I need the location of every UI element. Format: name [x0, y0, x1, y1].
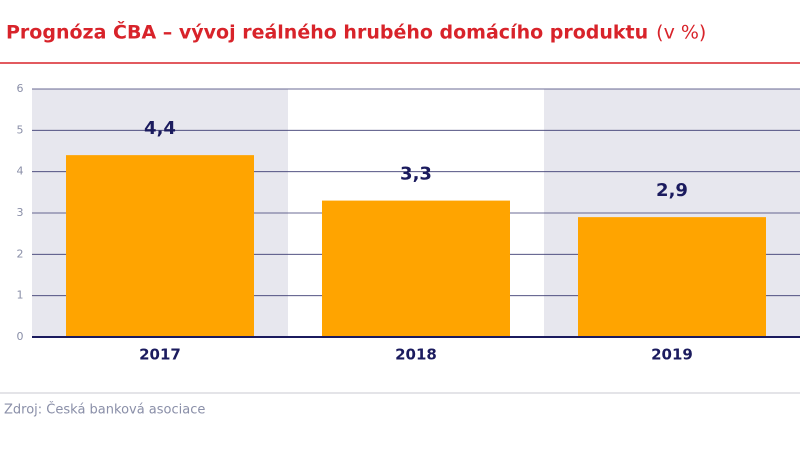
value-label: 3,3	[400, 164, 432, 185]
chart-title: Prognóza ČBA – vývoj reálného hrubého do…	[6, 20, 648, 44]
y-tick-label: 4	[17, 165, 24, 178]
x-tick-label: 2018	[395, 346, 437, 364]
value-label: 4,4	[144, 118, 176, 139]
source: Zdroj: Česká banková asociace	[4, 402, 205, 418]
value-label: 2,9	[656, 180, 688, 201]
y-tick-label: 6	[17, 82, 24, 95]
x-tick-label: 2017	[139, 346, 181, 364]
x-tick-label: 2019	[651, 346, 693, 364]
y-tick-label: 5	[17, 123, 24, 136]
y-tick-label: 3	[17, 206, 24, 219]
bar	[322, 200, 510, 337]
chart-unit: (v %)	[656, 22, 706, 44]
bar	[578, 217, 766, 337]
y-tick-label: 1	[17, 289, 24, 302]
y-tick-label: 2	[17, 247, 24, 260]
y-tick-label: 0	[17, 330, 24, 343]
bar	[66, 155, 254, 337]
